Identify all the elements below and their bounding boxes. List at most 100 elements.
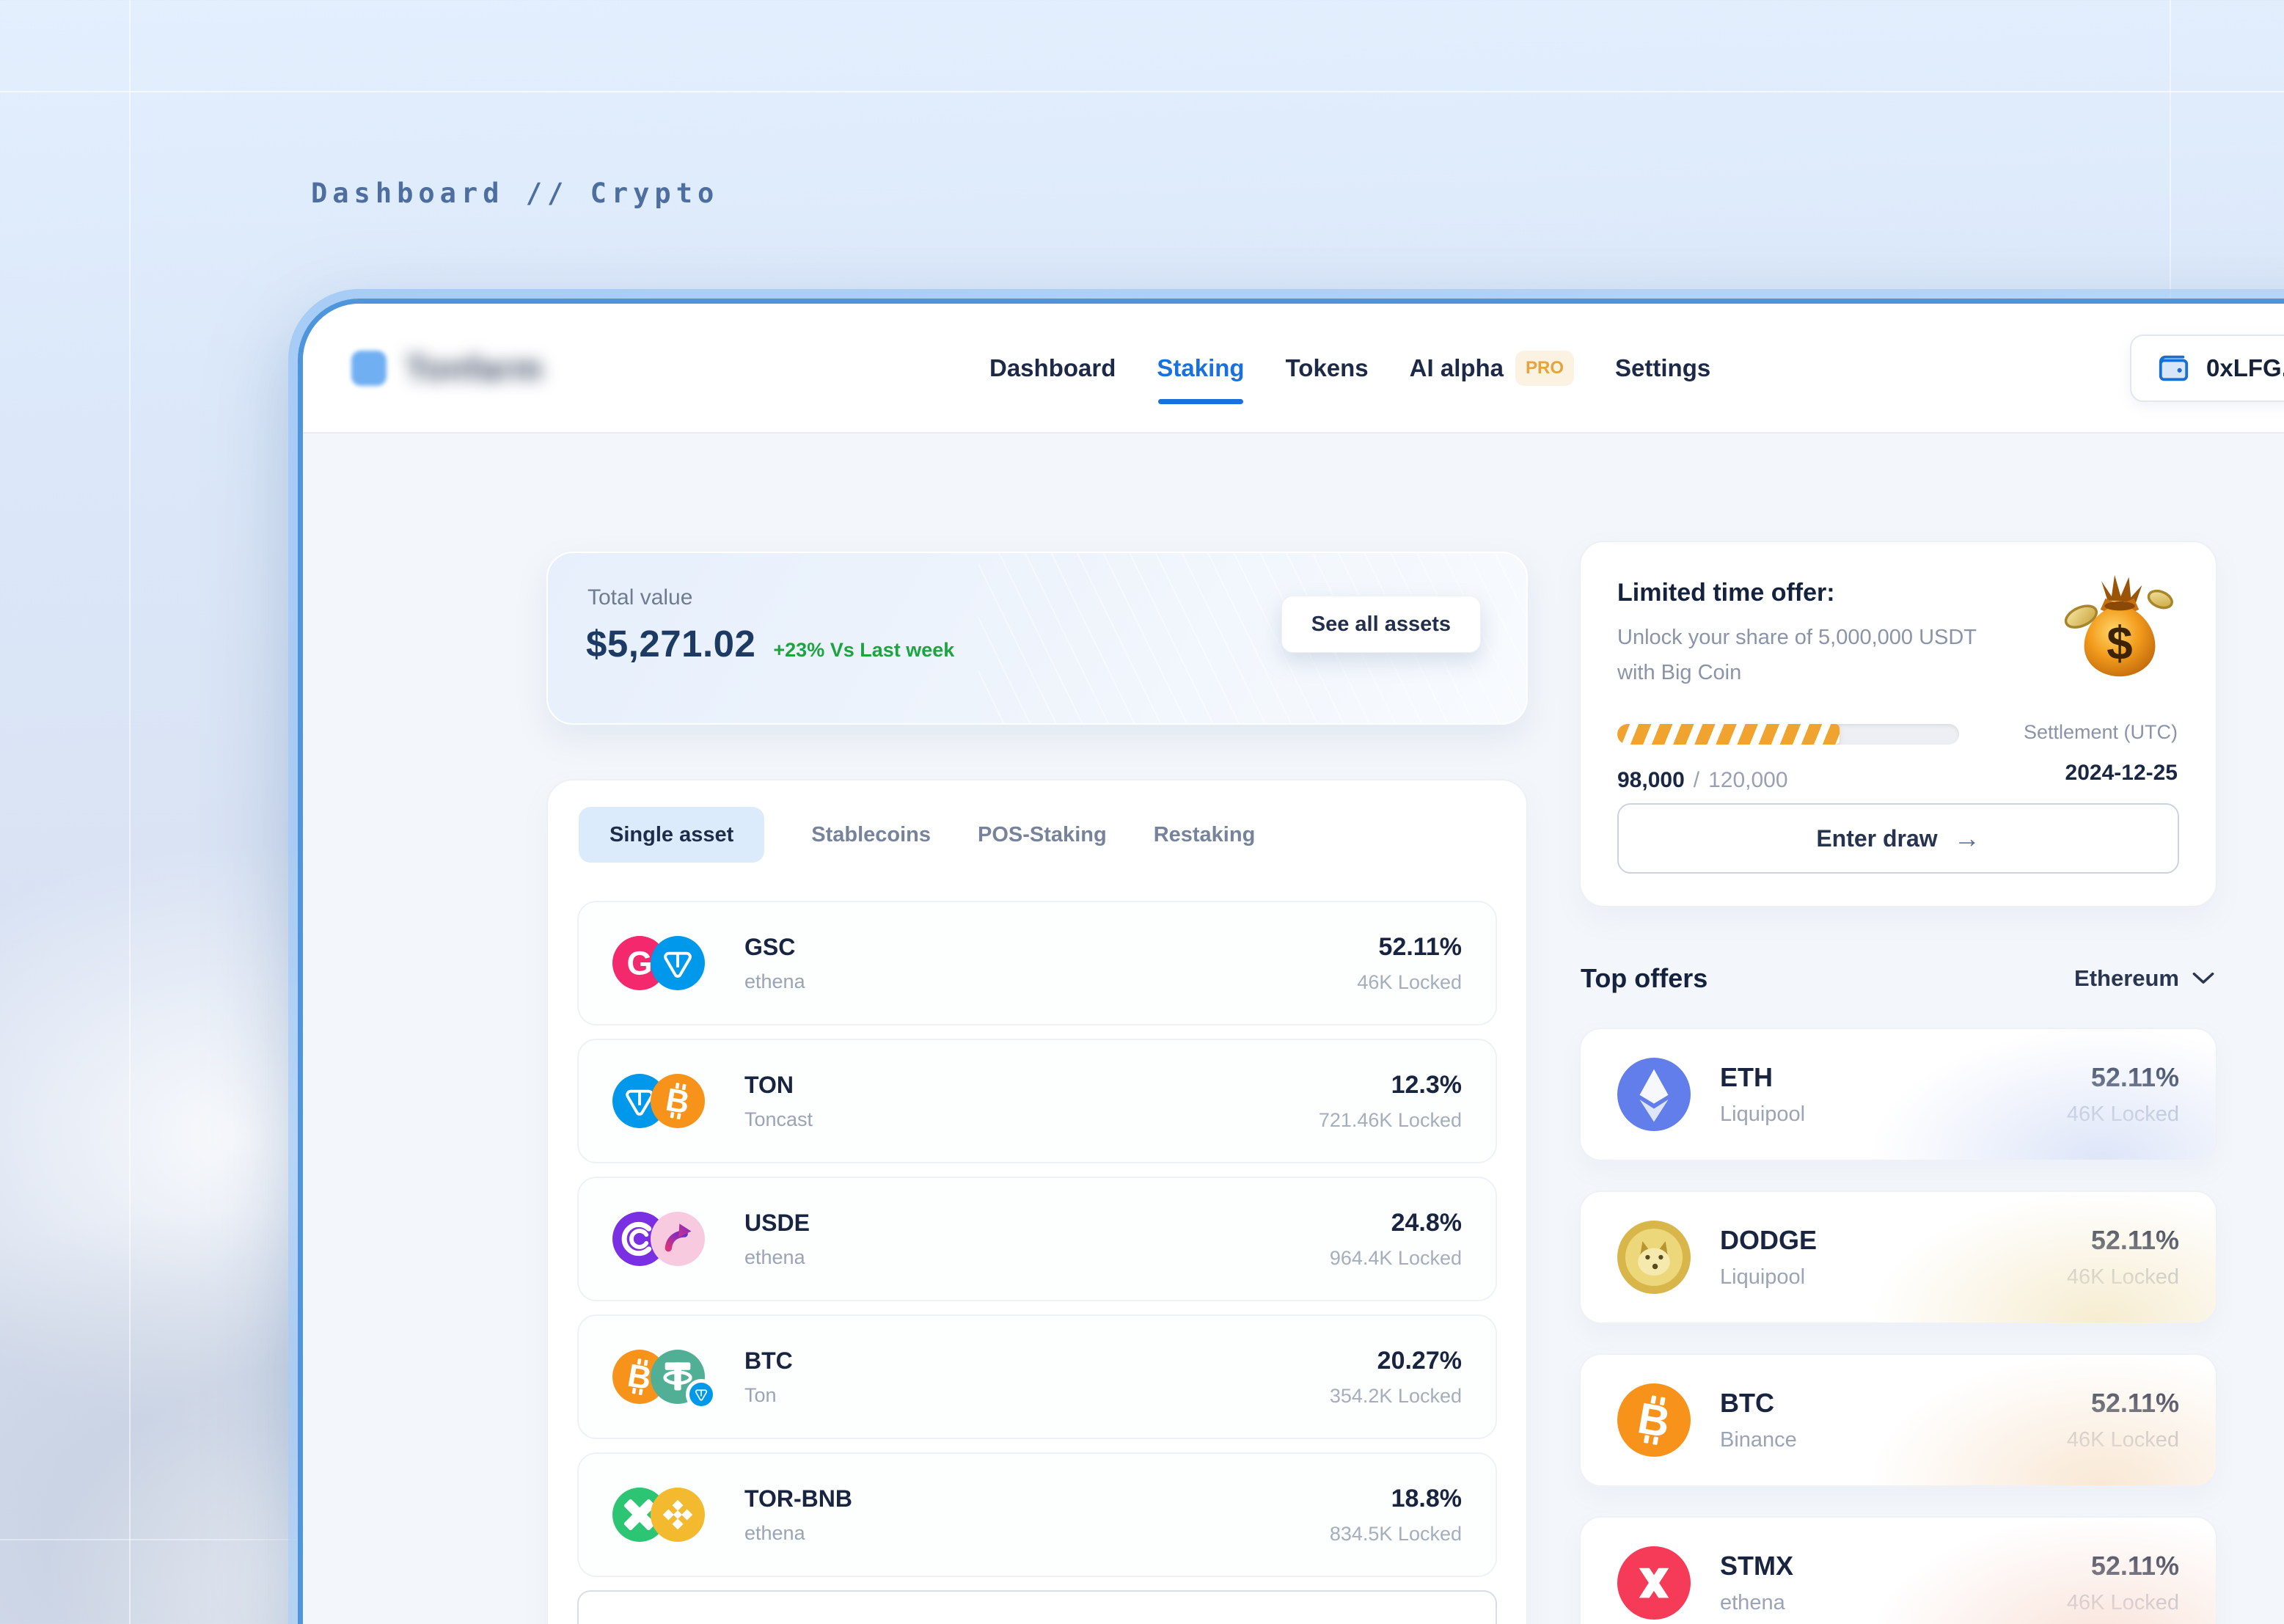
offer-apy: 52.11% <box>2090 1388 2179 1418</box>
nav-item-label: Tokens <box>1285 354 1369 381</box>
offer-name: DODGE <box>1720 1225 1818 1255</box>
pro-badge: PRO <box>1515 350 1575 386</box>
bnb-coin-icon <box>651 1488 705 1542</box>
top-offers-header: Top offers Ethereum <box>1581 963 2214 994</box>
btc-coin-icon: B <box>612 1350 667 1404</box>
offer-name: STMX <box>1720 1551 1794 1581</box>
asset-name: TOR-BNB <box>744 1485 852 1512</box>
offer-locked: 46K Locked <box>2066 1102 2179 1126</box>
limited-offer-card: Limited time offer: Unlock your share of… <box>1579 541 2217 907</box>
background-gridline <box>129 0 131 1624</box>
top-offer-row[interactable]: B BTC Binance 52.11% 46K Locked <box>1579 1353 2217 1487</box>
total-value-card: Total value $5,271.02 +23% Vs Last week … <box>546 552 1528 725</box>
asset-platform: ethena <box>744 1246 805 1268</box>
tor-coin-icon <box>612 1488 667 1542</box>
nav-item-tokens[interactable]: Tokens <box>1286 354 1369 382</box>
tab-stablecoins[interactable]: Stablecoins <box>811 822 931 846</box>
top-offer-row[interactable]: DODGE Liquipool 52.11% 46K Locked <box>1579 1190 2217 1324</box>
nav-item-ai-alpha[interactable]: AI alpha PRO <box>1410 350 1575 386</box>
usde-coin-icon <box>612 1212 667 1266</box>
asset-coin-icons <box>612 1485 724 1545</box>
offer-apy: 52.11% <box>2090 1551 2179 1581</box>
staking-panel: Single asset Stablecoins POS-Staking Restak… <box>546 779 1528 1624</box>
app-logo: Tonfarm <box>351 348 543 388</box>
network-filter-dropdown[interactable]: Ethereum <box>2074 965 2214 992</box>
asset-row[interactable]: B BTC Ton 20.27% 354.2K Locked <box>577 1314 1497 1439</box>
breadcrumb: Dashboard // Crypto <box>311 178 720 209</box>
asset-locked: 834.5K Locked <box>1329 1522 1462 1545</box>
see-all-assets-button[interactable]: See all assets <box>1281 596 1481 653</box>
asset-name: TON <box>744 1071 794 1098</box>
offer-locked: 46K Locked <box>2066 1591 2179 1614</box>
progress-separator: / <box>1693 768 1700 792</box>
offer-name: ETH <box>1720 1062 1773 1092</box>
asset-list: G GSC ethena 52.11% 46K Locked B TON Ton… <box>577 901 1497 1577</box>
stmx-coin-icon <box>1617 1546 1691 1620</box>
top-offers-list: ETH Liquipool 52.11% 46K Locked DODGE Li… <box>1579 1028 2217 1624</box>
view-more-button[interactable]: View more <box>577 1590 1497 1624</box>
money-bag-icon: $ <box>2059 570 2181 692</box>
asset-row[interactable]: G GSC ethena 52.11% 46K Locked <box>577 901 1497 1025</box>
settlement-date: 2024-12-25 <box>2065 761 2178 785</box>
main-nav: Dashboard Staking Tokens AI alpha PRO Setting… <box>989 350 1710 404</box>
ton-coin-icon <box>651 936 705 990</box>
tab-pos-staking[interactable]: POS-Staking <box>978 822 1107 846</box>
offer-name: BTC <box>1720 1388 1774 1418</box>
tab-restaking[interactable]: Restaking <box>1153 822 1256 846</box>
asset-platform: ethena <box>744 970 805 992</box>
top-offer-row[interactable]: ETH Liquipool 52.11% 46K Locked <box>1579 1028 2217 1161</box>
asset-locked: 721.46K Locked <box>1318 1108 1462 1131</box>
btc-coin-icon: B <box>1617 1383 1691 1457</box>
logo-text: Tonfarm <box>406 348 543 387</box>
left-column: Total value $5,271.02 +23% Vs Last week … <box>546 552 1528 1624</box>
offer-platform: ethena <box>1720 1591 1785 1614</box>
asset-row[interactable]: B TON Toncast 12.3% 721.46K Locked <box>577 1039 1497 1163</box>
asset-coin-icons: B <box>612 1071 724 1131</box>
usde-arrow-coin-icon <box>651 1212 705 1266</box>
nav-item-label: Dashboard <box>989 354 1116 381</box>
asset-platform: Toncast <box>744 1108 813 1130</box>
wallet-address: 0xLFG...uv <box>2206 354 2284 381</box>
wallet-button[interactable]: 0xLFG...uv <box>2130 334 2284 402</box>
nav-item-dashboard[interactable]: Dashboard <box>989 354 1116 382</box>
top-offer-row[interactable]: STMX ethena 52.11% 46K Locked <box>1579 1516 2217 1624</box>
offer-apy: 52.11% <box>2090 1225 2179 1255</box>
eth-coin-icon <box>1617 1058 1691 1131</box>
nav-item-settings[interactable]: Settings <box>1615 354 1710 382</box>
logo-icon <box>351 350 387 386</box>
ton-coin-icon <box>686 1379 717 1410</box>
total-value-label: Total value <box>588 585 693 610</box>
enter-draw-label: Enter draw <box>1816 824 1938 852</box>
asset-row[interactable]: TOR-BNB ethena 18.8% 834.5K Locked <box>577 1452 1497 1577</box>
asset-row[interactable]: USDE ethena 24.8% 964.4K Locked <box>577 1177 1497 1301</box>
app-window-frame: Tonfarm Dashboard Staking Tokens AI alpha PR… <box>298 299 2284 1624</box>
offer-locked: 46K Locked <box>2066 1265 2179 1289</box>
total-value-change: +23% Vs Last week <box>773 639 955 661</box>
offer-progress-bar <box>1617 724 1959 745</box>
asset-platform: ethena <box>744 1521 805 1544</box>
offer-platform: Liquipool <box>1720 1265 1806 1289</box>
btc-coin-icon: B <box>651 1074 705 1128</box>
asset-name: GSC <box>744 933 796 960</box>
svg-text:G: G <box>626 945 652 982</box>
offer-title: Limited time offer: <box>1617 579 1835 607</box>
tab-single-asset[interactable]: Single asset <box>579 807 765 863</box>
doge-coin-icon <box>1617 1221 1691 1294</box>
offer-platform: Binance <box>1720 1428 1797 1452</box>
asset-coin-icons: B <box>612 1347 724 1410</box>
enter-draw-button[interactable]: Enter draw <box>1617 803 2179 874</box>
right-column: Limited time offer: Unlock your share of… <box>1579 541 2217 1624</box>
progress-total: 120,000 <box>1708 768 1788 792</box>
offer-progress-fill <box>1617 724 1840 745</box>
asset-name: BTC <box>744 1347 793 1374</box>
asset-apy: 12.3% <box>1391 1070 1462 1099</box>
nav-item-staking[interactable]: Staking <box>1157 354 1245 404</box>
staking-tabs: Single asset Stablecoins POS-Staking Restak… <box>577 807 1497 863</box>
asset-coin-icons <box>612 1209 724 1269</box>
svg-text:$: $ <box>2107 618 2132 670</box>
asset-apy: 18.8% <box>1391 1484 1462 1513</box>
offer-platform: Liquipool <box>1720 1102 1806 1126</box>
progress-current: 98,000 <box>1617 768 1685 792</box>
asset-coin-icons: G <box>612 933 724 993</box>
asset-platform: Ton <box>744 1383 777 1406</box>
